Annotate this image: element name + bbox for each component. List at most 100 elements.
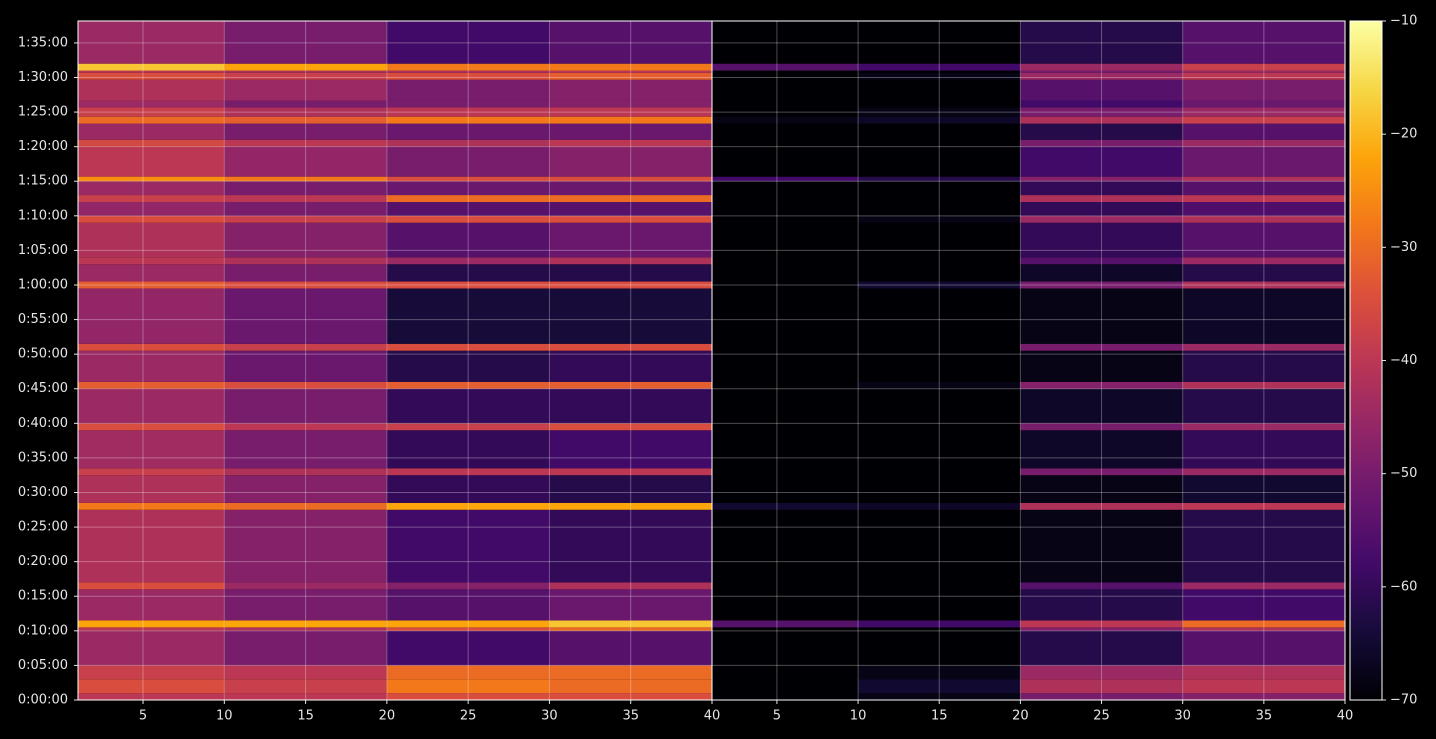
x-tick-label: 30 — [1174, 709, 1191, 724]
heat-cell — [386, 693, 550, 700]
heat-cell — [224, 665, 387, 680]
heat-cell — [1182, 201, 1345, 216]
heat-cell — [1182, 21, 1345, 64]
heat-cell — [386, 146, 550, 177]
heat-cell — [224, 388, 387, 424]
heat-cell — [858, 388, 1021, 424]
heat-cell — [858, 215, 1021, 223]
heat-cell — [224, 123, 387, 140]
heat-cell — [78, 100, 225, 108]
heat-cell — [549, 281, 712, 289]
heat-cell — [386, 181, 550, 196]
heat-cell — [1020, 146, 1183, 177]
heat-cell — [1182, 430, 1345, 469]
heat-cell — [224, 582, 387, 590]
heat-cell — [224, 509, 387, 583]
heat-cell — [549, 201, 712, 216]
heat-cell — [1020, 509, 1183, 583]
heat-cell — [858, 589, 1021, 621]
heat-cell — [1182, 123, 1345, 140]
heat-cell — [1182, 181, 1345, 196]
heat-cell — [712, 63, 859, 71]
heat-cell — [386, 107, 550, 117]
heat-cell — [549, 468, 712, 476]
heat-cell — [78, 139, 225, 147]
heat-cell — [1182, 70, 1345, 73]
heat-cell — [549, 146, 712, 177]
heat-cell — [1020, 21, 1183, 64]
heat-cell — [1020, 388, 1183, 424]
heat-cell — [386, 264, 550, 282]
heat-cell — [1020, 63, 1183, 71]
heat-cell — [386, 343, 550, 351]
heat-cell — [224, 146, 387, 177]
heat-cell — [858, 627, 1021, 631]
heat-cell — [78, 679, 225, 694]
heat-cell — [712, 509, 859, 583]
y-tick-label: 1:35:00 — [18, 35, 68, 50]
heat-cell — [78, 620, 225, 628]
heat-cell — [712, 123, 859, 140]
heat-cell — [549, 430, 712, 469]
y-tick-label: 0:35:00 — [18, 450, 68, 465]
heat-cell — [78, 430, 225, 469]
heat-cell — [1182, 139, 1345, 147]
heat-cell — [1020, 381, 1183, 389]
heat-cell — [712, 116, 859, 124]
heat-cell — [549, 343, 712, 351]
heat-cell — [712, 388, 859, 424]
heat-cell — [549, 350, 712, 382]
heat-cell — [712, 21, 859, 64]
heat-cell — [224, 350, 387, 382]
heat-cell — [858, 107, 1021, 117]
heat-cell — [386, 201, 550, 216]
heat-cell — [712, 264, 859, 282]
heat-cell — [1182, 288, 1345, 344]
heat-cell — [712, 100, 859, 108]
heat-cell — [386, 509, 550, 583]
heat-cell — [1020, 264, 1183, 282]
heat-cell — [1020, 79, 1183, 101]
heat-cell — [858, 582, 1021, 590]
heat-cell — [712, 70, 859, 73]
heat-cell — [549, 139, 712, 147]
heat-cell — [1182, 589, 1345, 621]
heat-cell — [1182, 195, 1345, 202]
heat-cell — [858, 257, 1021, 265]
heat-cell — [386, 679, 550, 694]
heat-cell — [1182, 423, 1345, 431]
heat-cell — [858, 620, 1021, 628]
heat-cell — [224, 139, 387, 147]
heat-cell — [1020, 70, 1183, 73]
heat-cell — [858, 281, 1021, 289]
heat-cell — [858, 195, 1021, 202]
heat-cell — [712, 430, 859, 469]
heat-cell — [224, 589, 387, 621]
heat-cell — [549, 665, 712, 680]
heat-cell — [1182, 257, 1345, 265]
heat-cell — [712, 693, 859, 700]
heat-cell — [224, 181, 387, 196]
heat-cell — [549, 423, 712, 431]
heat-cell — [1182, 381, 1345, 389]
heat-cell — [549, 72, 712, 80]
heat-cell — [1020, 281, 1183, 289]
heat-cell — [1020, 107, 1183, 117]
heat-cell — [1182, 502, 1345, 510]
y-tick-label: 1:05:00 — [18, 243, 68, 258]
x-tick-label: 35 — [1256, 709, 1273, 724]
heat-cell — [1182, 509, 1345, 583]
heat-cell — [386, 582, 550, 590]
heat-cell — [1020, 201, 1183, 216]
heat-cell — [712, 201, 859, 216]
heat-cell — [858, 502, 1021, 510]
heat-cell — [549, 627, 712, 631]
heat-cell — [1020, 582, 1183, 590]
heat-cell — [712, 281, 859, 289]
heat-cell — [1020, 620, 1183, 628]
heat-cell — [858, 70, 1021, 73]
heat-cell — [386, 116, 550, 124]
heat-cell — [1020, 350, 1183, 382]
heat-cell — [386, 281, 550, 289]
